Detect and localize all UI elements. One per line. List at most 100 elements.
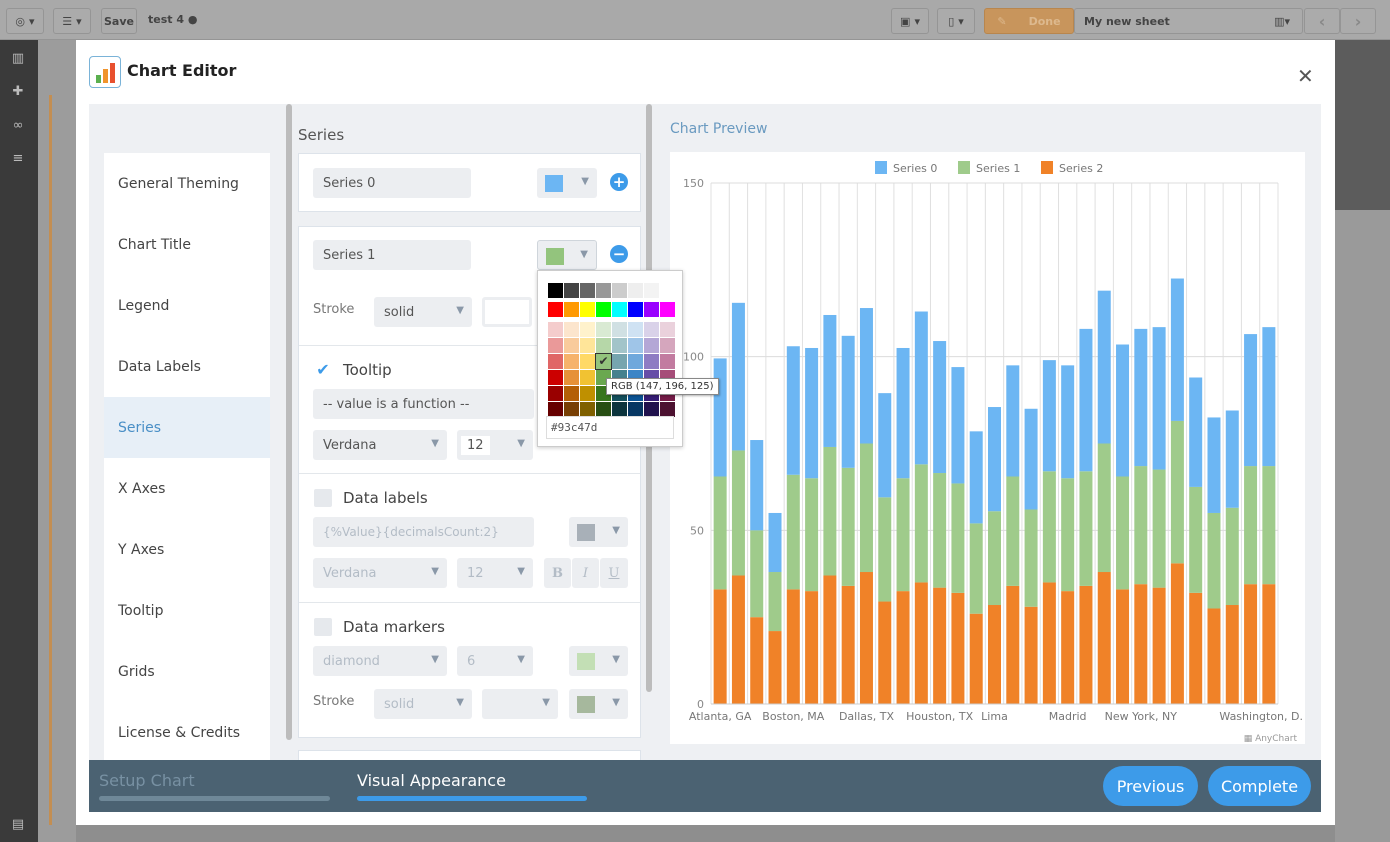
color-cell[interactable] — [564, 322, 579, 337]
data-labels-font-select[interactable]: Verdana ▼ — [313, 558, 447, 588]
series-1-name-input[interactable]: Series 1 — [313, 240, 471, 270]
color-cell[interactable] — [628, 402, 643, 417]
series-1-color-select[interactable]: ▼ — [537, 240, 597, 270]
color-cell[interactable] — [548, 354, 563, 369]
tooltip-size-select[interactable]: 12 ▼ — [457, 430, 533, 460]
data-labels-format-input[interactable]: {%Value}{decimalsCount:2} — [313, 517, 534, 547]
series-0-color-select[interactable]: ▼ — [537, 168, 597, 198]
done-button[interactable]: ✎ Done — [984, 8, 1074, 34]
nav-item-legend[interactable]: Legend — [118, 297, 170, 314]
tooltip-font-select[interactable]: Verdana ▼ — [313, 430, 447, 460]
nav-item-license-credits[interactable]: License & Credits — [118, 724, 240, 741]
color-cell[interactable] — [548, 302, 563, 317]
color-cell[interactable] — [580, 338, 595, 353]
color-cell[interactable] — [612, 283, 627, 298]
color-cell[interactable] — [660, 283, 675, 298]
color-cell[interactable] — [580, 370, 595, 385]
color-cell[interactable] — [644, 322, 659, 337]
color-cell[interactable] — [548, 370, 563, 385]
remove-series-icon[interactable]: − — [610, 245, 628, 263]
previous-button[interactable]: Previous — [1103, 766, 1198, 806]
nav-item-tooltip[interactable]: Tooltip — [118, 602, 164, 619]
step-setup-chart[interactable]: Setup Chart — [99, 771, 195, 790]
save-button[interactable]: Save — [101, 8, 137, 34]
color-cell[interactable] — [564, 283, 579, 298]
bookmark-button[interactable]: ▯ ▾ — [937, 8, 975, 34]
color-cell[interactable] — [612, 302, 627, 317]
color-cell[interactable] — [596, 338, 611, 353]
marker-stroke-color-select[interactable]: ▼ — [569, 689, 628, 719]
list-menu-button[interactable]: ☰ ▾ — [53, 8, 91, 34]
color-cell[interactable] — [564, 386, 579, 401]
color-cell[interactable] — [612, 402, 627, 417]
sheet-selector[interactable]: My new sheet ▥▾ — [1074, 8, 1303, 34]
italic-button[interactable]: I — [572, 558, 599, 588]
color-cell[interactable] — [660, 338, 675, 353]
color-cell[interactable] — [580, 283, 595, 298]
color-cell[interactable] — [628, 302, 643, 317]
present-button[interactable]: ▣ ▾ — [891, 8, 929, 34]
color-cell[interactable] — [596, 402, 611, 417]
color-cell[interactable] — [628, 283, 643, 298]
color-cell[interactable] — [564, 402, 579, 417]
data-labels-size-select[interactable]: 12 ▼ — [457, 558, 533, 588]
color-cell[interactable] — [628, 354, 643, 369]
color-cell[interactable] — [644, 338, 659, 353]
selected-color-cell[interactable]: ✔ — [595, 353, 612, 370]
panel-icon[interactable]: ▤ — [11, 817, 25, 832]
marker-stroke-width-select[interactable]: ▼ — [482, 689, 558, 719]
step-visual-appearance[interactable]: Visual Appearance — [357, 771, 506, 790]
nav-item-series[interactable]: Series — [104, 397, 270, 458]
stroke-width-input[interactable] — [482, 297, 532, 327]
color-cell[interactable] — [660, 322, 675, 337]
color-cell[interactable] — [564, 354, 579, 369]
color-cell[interactable] — [580, 322, 595, 337]
complete-button[interactable]: Complete — [1208, 766, 1311, 806]
color-cell[interactable] — [580, 386, 595, 401]
nav-item-y-axes[interactable]: Y Axes — [118, 541, 165, 558]
underline-button[interactable]: U — [600, 558, 628, 588]
data-markers-checkbox[interactable] — [314, 618, 332, 636]
color-cell[interactable] — [660, 354, 675, 369]
add-series-icon[interactable]: + — [610, 173, 628, 191]
database-icon[interactable]: ≡ — [12, 151, 24, 166]
series-0-name-input[interactable]: Series 0 — [313, 168, 471, 198]
previous-sheet-button[interactable]: ‹ — [1304, 8, 1340, 34]
color-cell[interactable] — [644, 354, 659, 369]
color-cell[interactable] — [612, 322, 627, 337]
nav-item-chart-title[interactable]: Chart Title — [118, 236, 191, 253]
marker-type-select[interactable]: diamond ▼ — [313, 646, 447, 676]
color-cell[interactable] — [564, 302, 579, 317]
color-cell[interactable] — [548, 338, 563, 353]
color-cell[interactable] — [644, 283, 659, 298]
close-icon[interactable]: ✕ — [1297, 64, 1314, 88]
color-cell[interactable] — [548, 386, 563, 401]
color-cell[interactable] — [612, 354, 627, 369]
data-labels-color-select[interactable]: ▼ — [569, 517, 628, 547]
bold-button[interactable]: B — [544, 558, 571, 588]
color-cell[interactable] — [548, 402, 563, 417]
nav-item-grids[interactable]: Grids — [118, 663, 155, 680]
marker-size-select[interactable]: 6 ▼ — [457, 646, 533, 676]
color-cell[interactable] — [644, 402, 659, 417]
color-cell[interactable] — [580, 354, 595, 369]
tooltip-checkbox[interactable]: ✔ — [314, 361, 332, 379]
marker-color-select[interactable]: ▼ — [569, 646, 628, 676]
nav-scrollbar[interactable] — [286, 104, 292, 740]
color-cell[interactable] — [580, 302, 595, 317]
nav-item-general-theming[interactable]: General Theming — [118, 175, 239, 192]
nav-item-data-labels[interactable]: Data Labels — [118, 358, 201, 375]
color-cell[interactable] — [564, 338, 579, 353]
color-cell[interactable] — [644, 302, 659, 317]
color-cell[interactable] — [628, 322, 643, 337]
data-labels-checkbox[interactable] — [314, 489, 332, 507]
color-cell[interactable] — [596, 283, 611, 298]
color-cell[interactable] — [628, 338, 643, 353]
color-cell[interactable] — [548, 322, 563, 337]
puzzle-icon[interactable]: ✚ — [12, 84, 24, 99]
navigation-menu-button[interactable]: ◎ ▾ — [6, 8, 44, 34]
color-cell[interactable] — [596, 322, 611, 337]
stroke-style-select[interactable]: solid ▼ — [374, 297, 472, 327]
hex-input[interactable]: #93c47d — [546, 416, 674, 439]
marker-stroke-style-select[interactable]: solid ▼ — [374, 689, 472, 719]
